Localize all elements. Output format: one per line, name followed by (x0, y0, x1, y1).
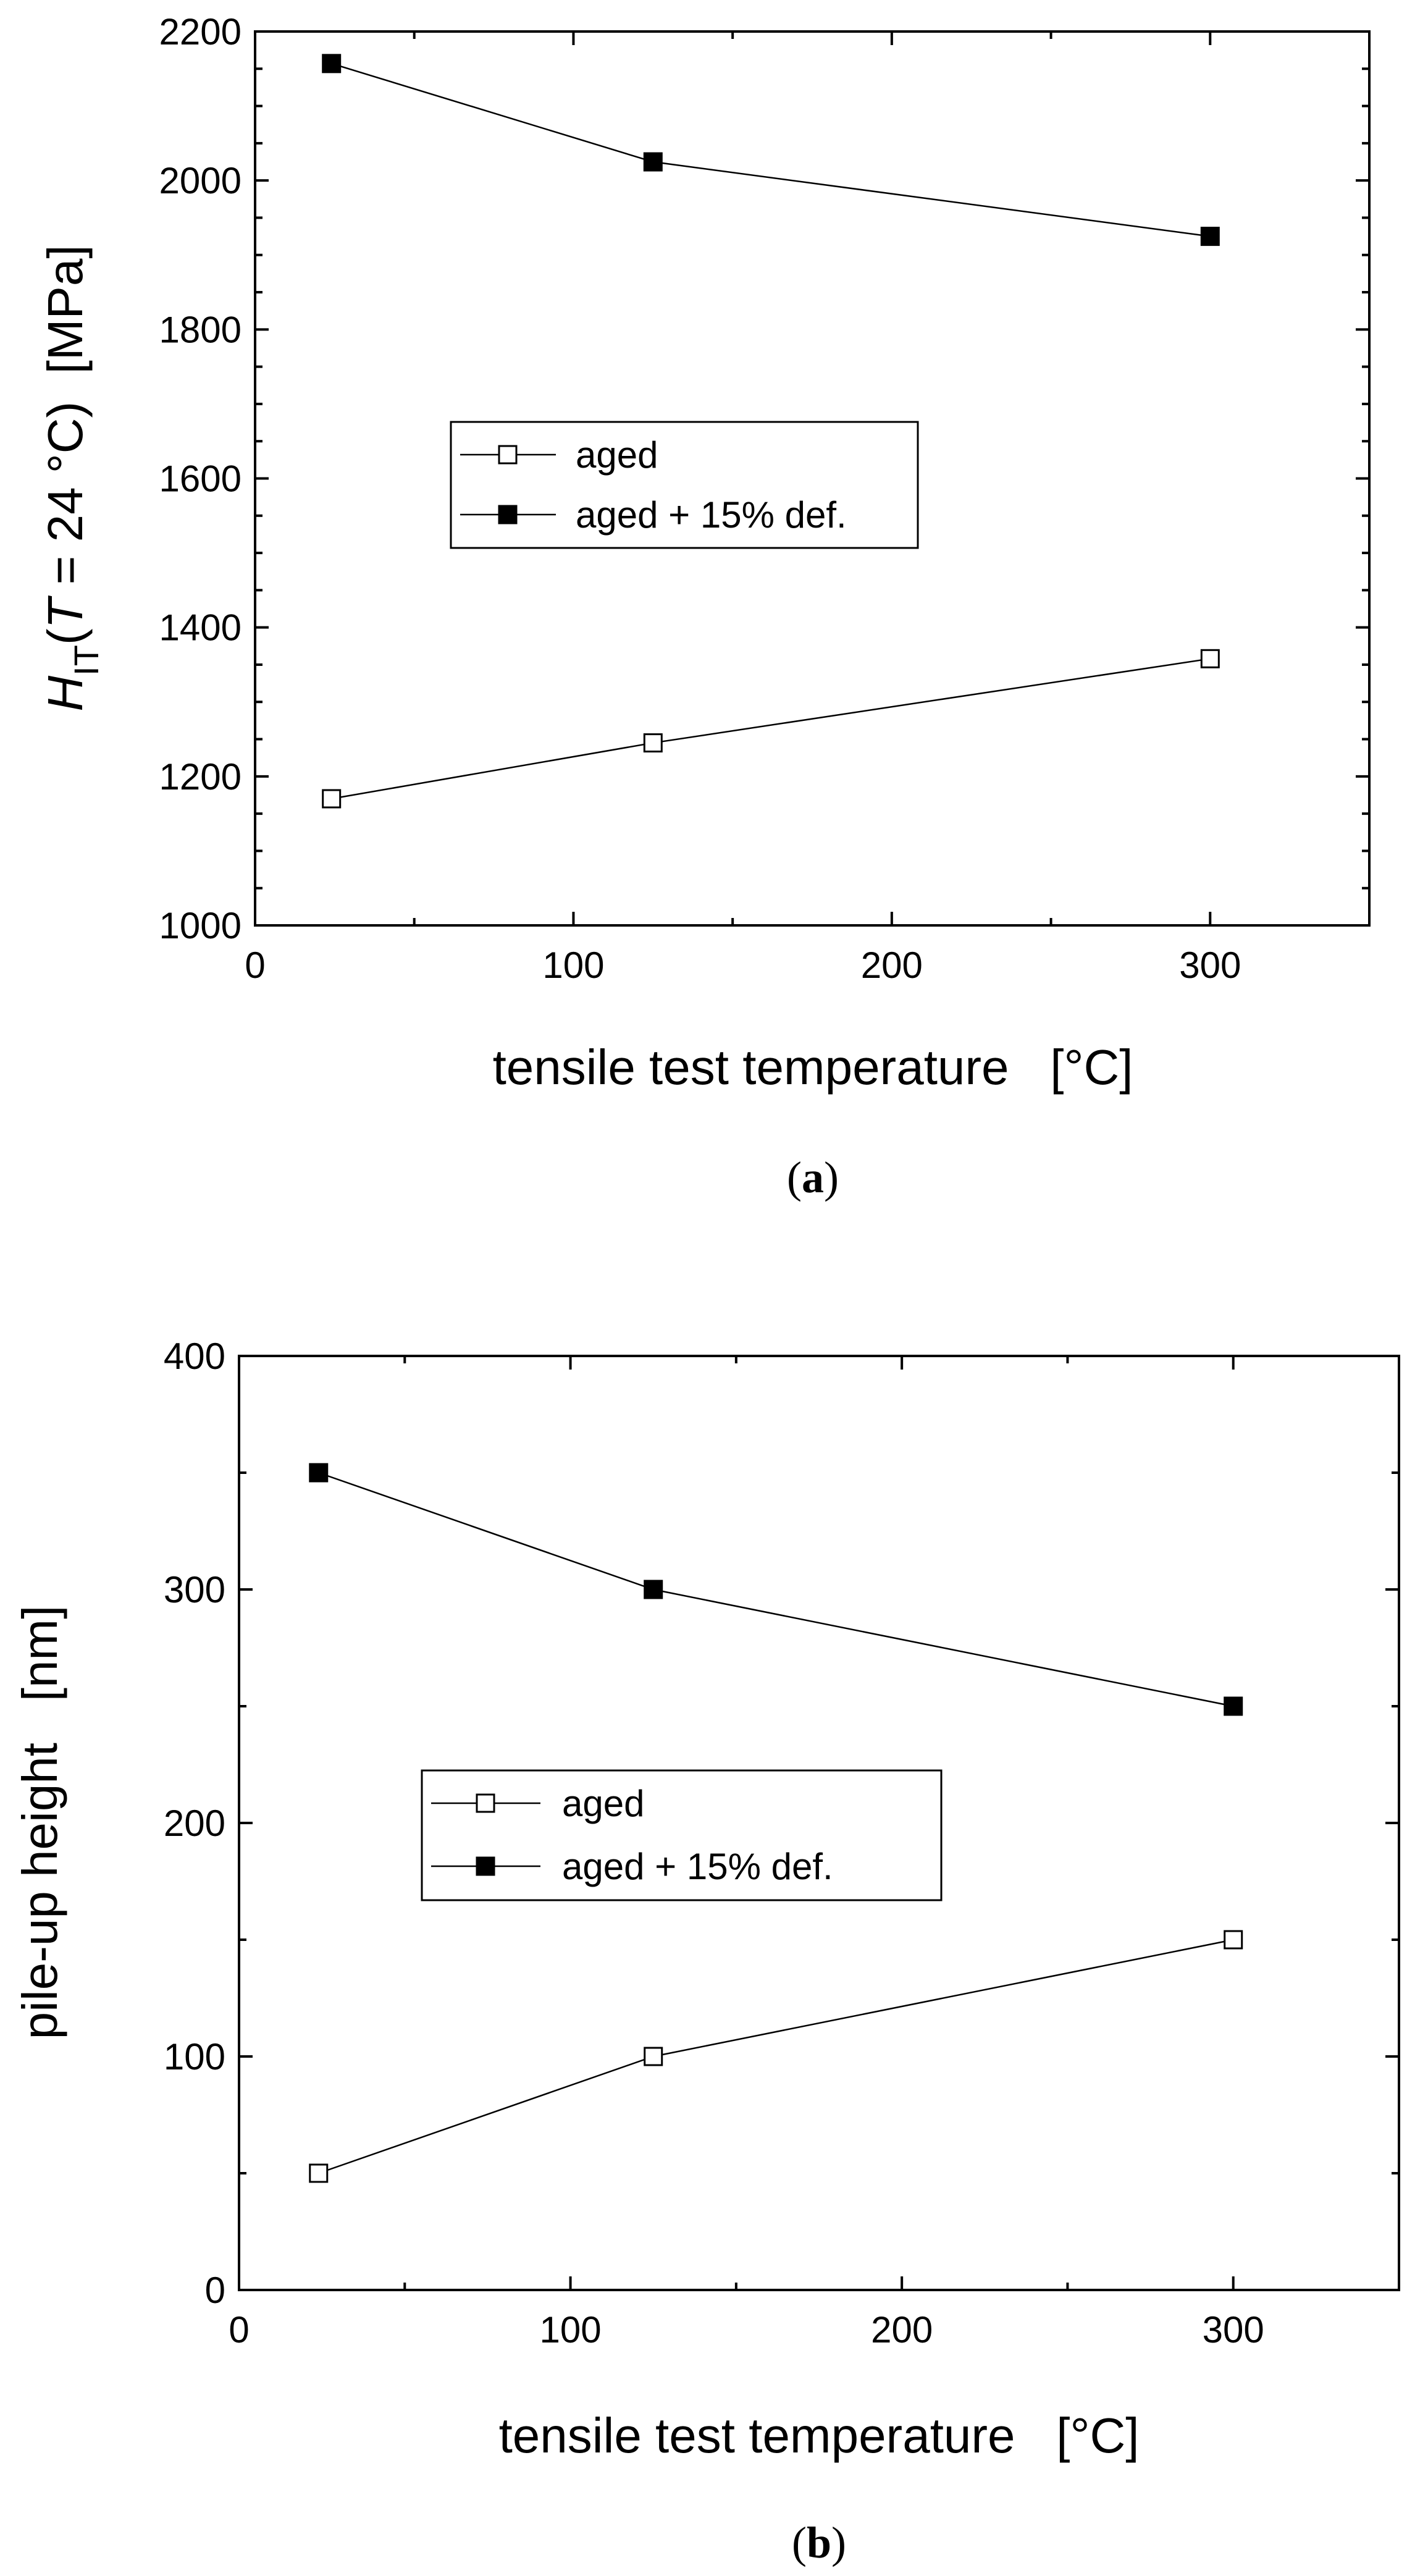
tick-labels-b: 0 100 200 300 0 100 200 300 400 (164, 1336, 1264, 2351)
legend-marker-2 (498, 505, 518, 524)
x-tick-label: 200 (861, 945, 923, 986)
legend-label-2: aged + 15% def. (562, 1846, 833, 1887)
plot-frame-b (238, 1355, 1400, 2291)
tick-labels-a: 0 100 200 300 1000 1200 1400 1600 1800 2000 2200 (159, 11, 1241, 986)
data-point-series-2 (309, 1463, 329, 1483)
data-point-series-1 (643, 733, 663, 753)
legend-marker-1 (476, 1793, 495, 1813)
y-tick-label: 1000 (159, 905, 242, 946)
data-point-series-2 (644, 1580, 663, 1599)
legend-label-1: aged (576, 434, 658, 476)
legend-label-1: aged (562, 1783, 644, 1824)
legend-box-b (421, 1769, 943, 1901)
legend-a: aged aged + 15% def. (450, 421, 919, 549)
x-tick-label: 300 (1179, 945, 1241, 986)
series-markers-b (309, 1463, 1243, 2183)
data-point-series-2 (1200, 227, 1220, 246)
y-tick-label: 1200 (159, 756, 242, 798)
legend-box-a (450, 421, 919, 549)
legend-label-2: aged + 15% def. (576, 494, 847, 536)
y-tick-label: 400 (164, 1336, 225, 1377)
series-line-2 (331, 62, 1211, 237)
y-axis-title-b: pile-up height [nm] (12, 1606, 67, 2040)
plot-frame-a (254, 30, 1371, 927)
series-lines-b (318, 1471, 1233, 2174)
y-tick-label: 1400 (159, 607, 242, 649)
series-lines-a (331, 62, 1211, 800)
x-tick-label: 200 (871, 2309, 933, 2351)
series-line-1 (318, 1938, 1233, 2174)
legend-items-a: aged aged + 15% def. (460, 434, 847, 536)
data-point-series-1 (1200, 649, 1220, 668)
y-tick-label: 300 (164, 1569, 225, 1610)
y-tick-label: 100 (164, 2036, 225, 2077)
legend-marker-1 (498, 445, 518, 465)
y-axis-title-a: HIT(T = 24 °C) [MPa] (38, 245, 106, 711)
x-tick-label: 0 (245, 945, 265, 986)
series-line-1 (331, 658, 1211, 800)
axis-ticks-a (254, 30, 1371, 927)
y-tick-label: 200 (164, 1803, 225, 1844)
legend-b: aged aged + 15% def. (421, 1769, 943, 1901)
y-tick-label: 0 (205, 2270, 225, 2311)
data-point-series-1 (322, 789, 342, 809)
data-point-series-2 (643, 152, 663, 172)
data-point-series-1 (644, 2047, 663, 2066)
x-axis-title-a: tensile test temperature [°C] (493, 1040, 1133, 1095)
chart-panel-a: 0 100 200 300 1000 1200 1400 1600 1800 2000 2200 t… (38, 11, 1371, 1202)
panel-label-a: (a) (787, 1153, 839, 1202)
legend-marker-2 (476, 1856, 495, 1876)
axis-ticks-b (238, 1355, 1400, 2291)
data-point-series-2 (1224, 1696, 1243, 1716)
data-point-series-2 (322, 54, 342, 74)
x-axis-title-b: tensile test temperature [°C] (499, 2408, 1140, 2463)
y-tick-label: 2000 (159, 160, 242, 201)
x-tick-label: 100 (542, 945, 604, 986)
x-tick-label: 0 (229, 2309, 249, 2351)
chart-panel-b: 0 100 200 300 0 100 200 300 400 tensile test tem… (12, 1336, 1400, 2567)
y-tick-label: 2200 (159, 11, 242, 53)
y-tick-label: 1600 (159, 458, 242, 500)
series-markers-a (322, 54, 1220, 809)
legend-items-b: aged aged + 15% def. (431, 1783, 833, 1887)
series-line-2 (318, 1471, 1233, 1707)
panel-label-b: (b) (792, 2518, 846, 2567)
x-tick-label: 100 (540, 2309, 602, 2351)
data-point-series-1 (1224, 1930, 1243, 1950)
y-tick-label: 1800 (159, 309, 242, 350)
x-tick-label: 300 (1203, 2309, 1264, 2351)
data-point-series-1 (309, 2163, 329, 2183)
